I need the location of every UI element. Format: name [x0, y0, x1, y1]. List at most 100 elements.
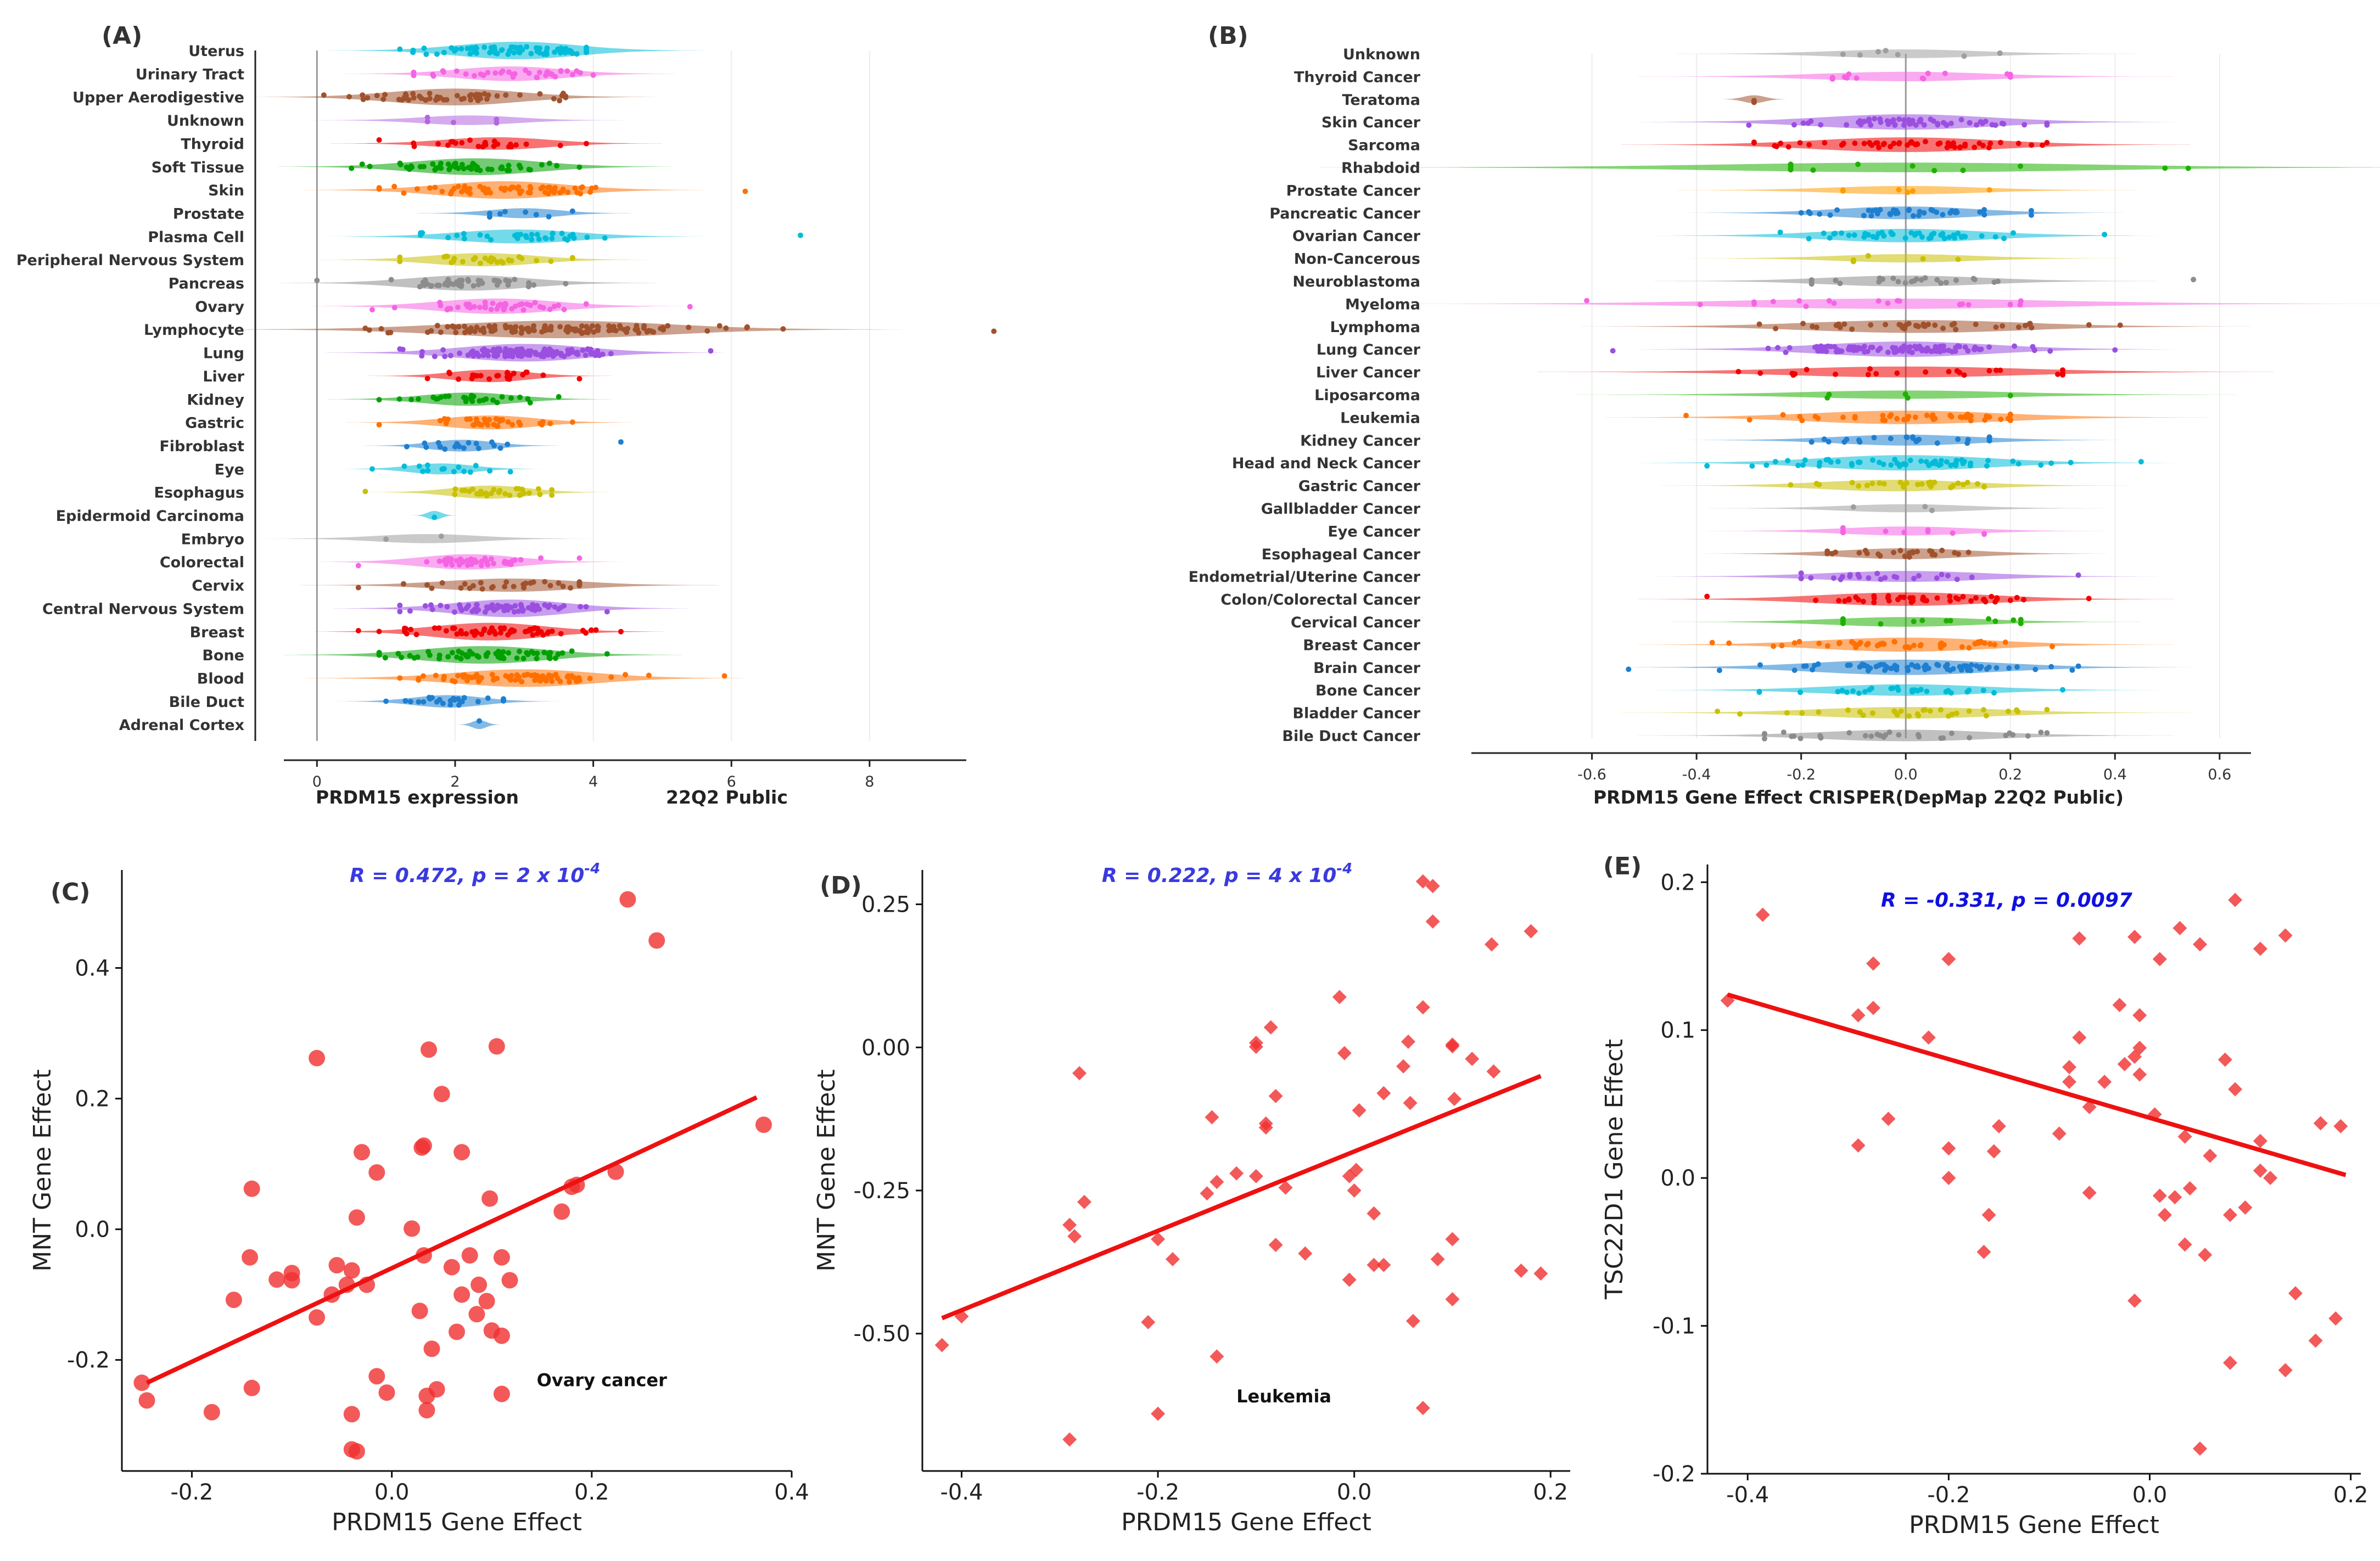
data-point [453, 140, 458, 146]
data-point [1832, 344, 1838, 350]
data-point [1762, 735, 1767, 742]
scatter-point [1941, 1171, 1956, 1186]
data-point [1946, 234, 1952, 240]
scatter-point [1141, 1315, 1156, 1329]
data-point [438, 534, 444, 539]
data-point [1822, 140, 1828, 146]
data-point [1945, 572, 1951, 579]
data-point [539, 162, 545, 168]
data-point [428, 328, 434, 334]
data-point [1959, 301, 1965, 307]
data-point [1850, 688, 1856, 694]
data-point [1924, 688, 1930, 694]
x-tick-label: -0.4 [1726, 1483, 1769, 1508]
data-point [441, 676, 446, 682]
data-point [489, 585, 495, 591]
data-point [1970, 276, 1976, 282]
data-point [432, 353, 438, 360]
data-point [477, 718, 482, 724]
data-point [1997, 367, 2003, 373]
data-point [491, 422, 497, 428]
data-point [1898, 708, 1904, 714]
category-label: Pancreatic Cancer [1269, 205, 1420, 222]
data-point [435, 141, 441, 147]
x-tick-label: -0.4 [940, 1480, 983, 1505]
data-point [444, 604, 450, 610]
data-point [408, 626, 414, 632]
data-point [1757, 662, 1763, 668]
data-point [427, 185, 433, 191]
data-point [1948, 414, 1955, 420]
data-point [365, 95, 371, 101]
data-point [1716, 667, 1722, 673]
data-point [1797, 735, 1804, 742]
data-point [2010, 458, 2016, 464]
data-point [360, 92, 366, 98]
data-point [1746, 417, 1752, 423]
data-point [486, 323, 492, 329]
data-point [414, 186, 420, 192]
y-tick-label: -0.50 [854, 1322, 911, 1347]
data-point [495, 373, 501, 379]
data-point [1894, 415, 1900, 422]
data-point [625, 325, 630, 332]
scatter-point [348, 1209, 365, 1226]
data-point [1903, 434, 1909, 440]
scatter-point [468, 1306, 485, 1323]
data-point [556, 394, 562, 400]
data-point [374, 93, 380, 99]
data-point [2010, 732, 2016, 738]
data-point [472, 49, 477, 55]
data-point [2018, 298, 2024, 304]
data-point [542, 328, 548, 334]
data-point [1798, 210, 1804, 216]
x-tick-label: -0.2 [170, 1480, 213, 1505]
data-point [477, 677, 483, 683]
data-point [1902, 326, 1908, 332]
data-point [1938, 232, 1944, 238]
data-point [396, 396, 402, 402]
x-tick-label: -0.2 [1927, 1483, 1970, 1508]
data-point [472, 255, 478, 261]
data-point [479, 558, 485, 564]
data-point [502, 209, 508, 215]
data-point [1891, 665, 1897, 671]
data-point [1802, 457, 1808, 463]
data-point [542, 235, 548, 241]
panel-d-label: (D) [820, 872, 862, 900]
data-point [401, 581, 406, 587]
data-point [2007, 301, 2013, 307]
scatter-point [1332, 990, 1347, 1004]
data-point [400, 346, 406, 352]
data-point [1986, 145, 1992, 151]
data-point [1890, 276, 1896, 282]
data-point [1903, 480, 1909, 486]
data-point [606, 323, 612, 329]
data-point [416, 396, 421, 402]
data-point [355, 628, 361, 633]
data-point [1906, 344, 1912, 350]
data-point [1993, 367, 2000, 373]
data-point [518, 165, 524, 171]
data-point [507, 628, 513, 634]
data-point [516, 486, 522, 492]
data-point [1818, 122, 1824, 128]
data-point [1901, 122, 1907, 128]
data-point [1814, 344, 1820, 350]
data-point [1821, 436, 1827, 442]
scatter-point [343, 1406, 360, 1423]
scatter-point [428, 1381, 445, 1398]
data-point [1941, 343, 1946, 349]
data-point [557, 678, 563, 684]
data-point [1921, 122, 1927, 128]
y-axis-label: MNT Gene Effect [813, 1069, 841, 1271]
category-label: Central Nervous System [42, 600, 244, 617]
data-point [399, 654, 405, 660]
data-point [556, 606, 562, 612]
data-point [2048, 664, 2054, 670]
x-axis-label: PRDM15 expression [316, 787, 519, 808]
data-point [1875, 298, 1881, 304]
data-point [1816, 709, 1822, 715]
data-point [1934, 575, 1940, 581]
